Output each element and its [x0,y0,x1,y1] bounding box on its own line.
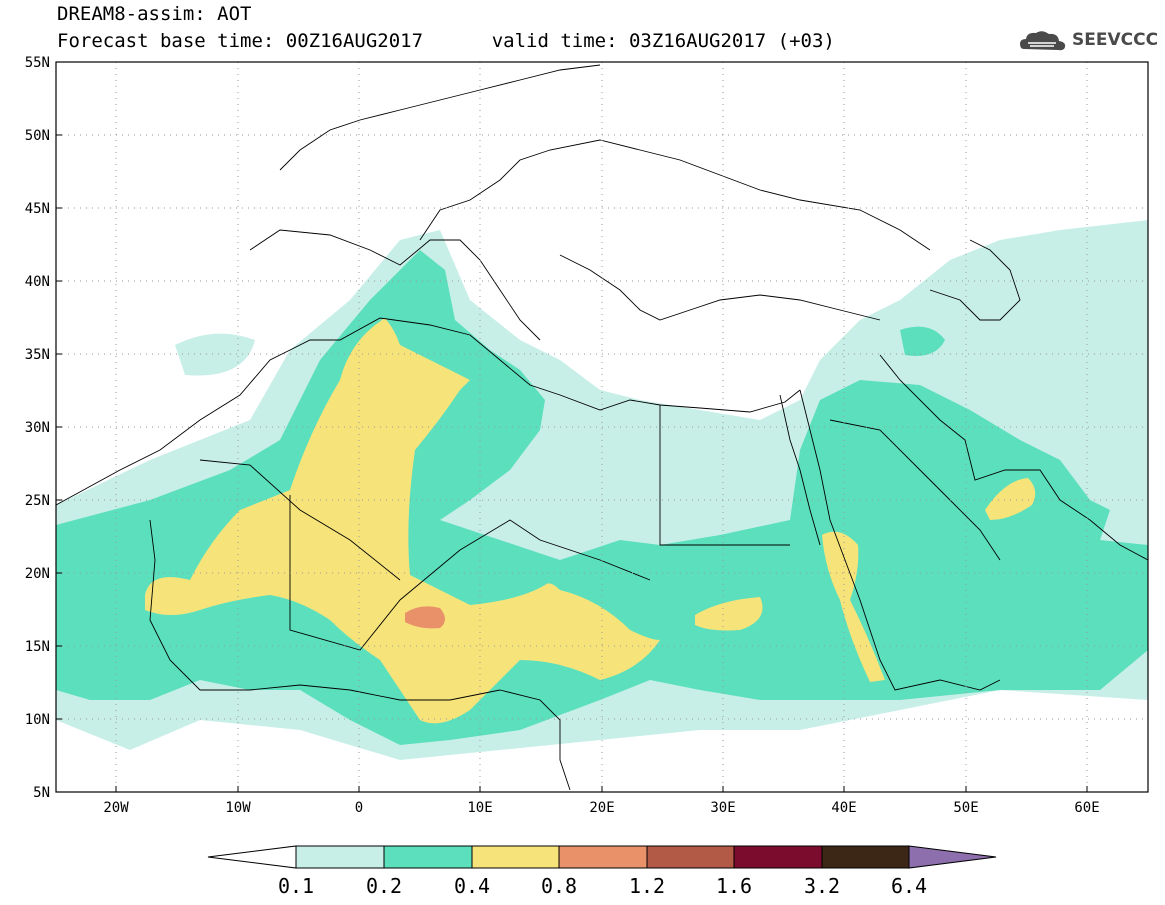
lat-label: 15N [25,639,50,655]
lon-label: 20E [589,800,614,816]
lat-label: 45N [25,201,50,217]
lon-labels: 20W 10W 0 10E 20E 30E 40E 50E 60E [103,800,1099,816]
lon-label: 10E [467,800,492,816]
lon-label: 60E [1074,800,1099,816]
lon-label: 40E [831,800,856,816]
colorbar-swatch [295,845,385,869]
time-info-line: Forecast base time: 00Z16AUG2017 valid t… [57,31,835,52]
lat-label: 35N [25,347,50,363]
coastlines [56,64,1148,791]
lon-label: 10W [225,800,251,816]
lat-label: 5N [33,785,50,801]
colorbar-labels: 0.1 0.2 0.4 0.8 1.2 1.6 3.2 6.4 [278,874,927,898]
lat-labels: 55N 50N 45N 40N 35N 30N 25N 20N 15N 10N … [25,55,50,801]
lon-label: 20W [103,800,129,816]
colorbar-swatch [733,845,823,869]
colorbar-label: 3.2 [804,874,840,898]
map-title: DREAM8-assim: AOT [57,3,252,25]
base-time-label: Forecast base time: 00Z16AUG2017 [57,30,424,52]
logo-text: SEEVCCC [1072,30,1159,50]
lat-ticks [56,61,62,793]
lat-label: 50N [25,128,50,144]
lon-label: 50E [953,800,978,816]
colorbar-label: 0.4 [454,874,490,898]
colorbar-swatch [821,845,910,869]
lon-label: 30E [710,800,735,816]
colorbar-swatch [646,845,735,869]
colorbar-label: 0.1 [278,874,314,898]
aot-level-0.2 [56,250,1148,745]
colorbar-label: 1.6 [716,874,752,898]
grid-lines [56,62,1148,792]
aot-level-0.4 [145,318,1036,724]
lat-label: 30N [25,420,50,436]
lat-label: 10N [25,712,50,728]
colorbar-label: 0.8 [541,874,577,898]
colorbar-swatch [383,845,473,869]
aot-field [56,220,1148,760]
lon-ticks [115,786,1088,792]
lat-label: 25N [25,493,50,509]
colorbar [207,845,997,869]
colorbar-swatch [558,845,648,869]
aot-level-0.8 [405,606,445,629]
colorbar-label: 0.2 [366,874,402,898]
lat-label: 55N [25,55,50,71]
valid-time-label: valid time: 03Z16AUG2017 (+03) [491,30,835,52]
lon-label: 0 [355,800,363,816]
colorbar-label: 1.2 [629,874,665,898]
lat-label: 20N [25,566,50,582]
colorbar-swatch [471,845,560,869]
lat-label: 40N [25,274,50,290]
cloud-logo-icon [1020,31,1066,51]
colorbar-lower-arrow [207,845,297,869]
colorbar-label: 6.4 [891,874,927,898]
colorbar-upper-arrow [908,845,997,869]
